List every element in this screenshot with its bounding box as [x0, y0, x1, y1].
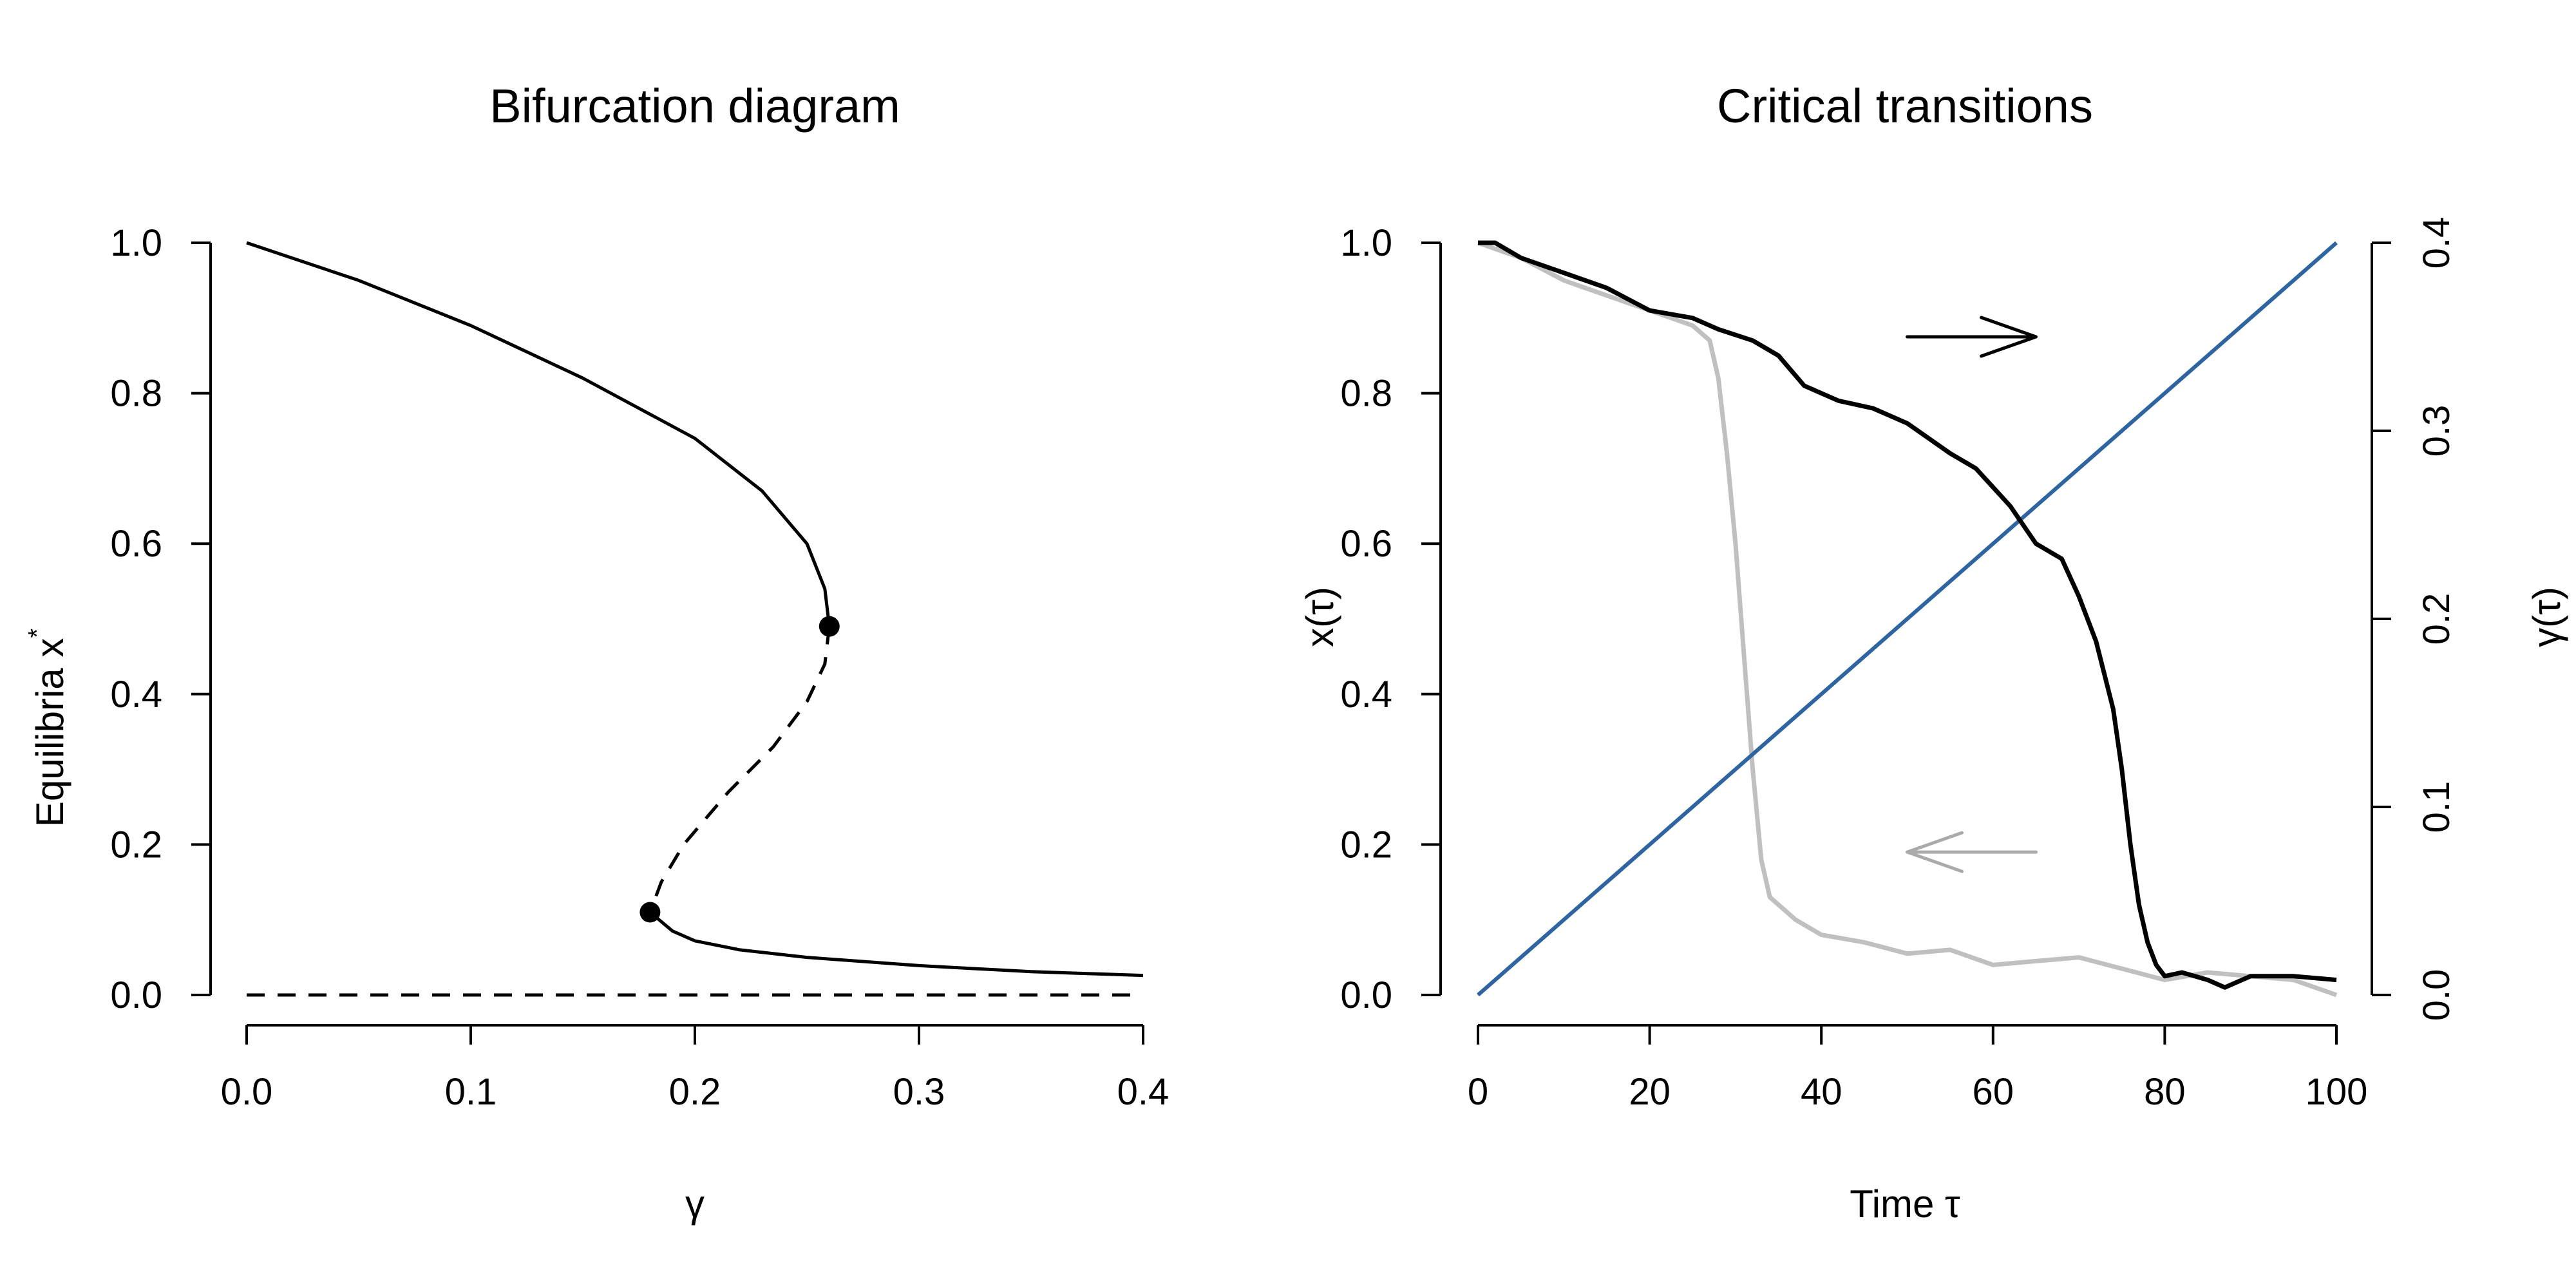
panel-title: Critical transitions	[1717, 79, 2093, 133]
y-right-tick-label: 0.4	[2416, 217, 2458, 269]
y-right-tick-label: 0.2	[2416, 593, 2458, 645]
fold-point	[639, 902, 661, 923]
x-axis: 0 20 40 60 80 100	[1468, 1024, 2368, 1113]
y-tick-label: 0.6	[1340, 523, 1392, 565]
y-tick-label: 0.8	[110, 373, 162, 415]
series-group	[1477, 240, 2338, 998]
annotations-group	[1906, 316, 2038, 873]
series-line-3	[649, 911, 1144, 978]
y-tick-label: 0.8	[1340, 373, 1392, 415]
y-axis-label: x(τ)	[1298, 587, 1341, 647]
x-axis-label: γ	[685, 1182, 705, 1226]
x-trajectory-grey	[1477, 240, 2338, 998]
x-tick-label: 0.4	[1117, 1071, 1170, 1113]
y-tick-label: 0.2	[110, 824, 162, 866]
y-tick-label: 1.0	[1340, 222, 1392, 264]
y-tick-label: 0.6	[110, 523, 162, 565]
x-trajectory-black	[1478, 240, 2337, 990]
x-tick-label: 0	[1468, 1071, 1488, 1113]
y-tick-label: 0.4	[110, 674, 162, 715]
series-group	[246, 241, 1144, 997]
series-line-1	[246, 241, 831, 627]
arrow-right	[1906, 316, 2038, 358]
x-tick-label: 0.1	[445, 1071, 497, 1113]
y-right-tick-label: 0.0	[2416, 969, 2458, 1021]
gamma-ramp-line	[1477, 241, 2338, 997]
arrow-left	[1906, 831, 2038, 873]
x-tick-label: 20	[1629, 1071, 1671, 1113]
x-tick-label: 0.0	[221, 1071, 273, 1113]
y-axis-label: Equilibria x*	[24, 629, 71, 827]
x-axis-label: Time τ	[1850, 1182, 1960, 1226]
y-axis-right: 0.0 0.1 0.2 0.3 0.4	[2371, 217, 2458, 1021]
series-line-2	[649, 626, 831, 913]
y-axis: 0.0 0.2 0.4 0.6 0.8 1.0	[110, 222, 212, 1016]
x-tick-label: 80	[2144, 1071, 2186, 1113]
transitions-panel: Critical transitions 0.00.20.40.60.81.0 …	[1298, 79, 2568, 1226]
y-axis: 0.0 0.2 0.4 0.6 0.8 1.0	[1340, 222, 1442, 1016]
y-right-tick-label: 0.1	[2416, 781, 2458, 833]
y-tick-label: 0.2	[1340, 824, 1392, 866]
x-tick-label: 0.2	[669, 1071, 721, 1113]
y-axis-label-group: Equilibria x*	[24, 629, 71, 827]
y-tick-label: 0.0	[110, 974, 162, 1016]
x-tick-label: 0.3	[893, 1071, 945, 1113]
y-axis-right-label-group: γ(τ)	[2525, 587, 2568, 647]
points-group	[639, 616, 840, 923]
panel-title: Bifurcation diagram	[489, 79, 900, 133]
y-axis-label-group: x(τ)	[1298, 587, 1341, 647]
x-tick-label: 40	[1801, 1071, 1842, 1113]
bifurcation-panel: Bifurcation diagram 0.0 0.2 0.4 0.6 0.8 1.0 0…	[24, 79, 1169, 1226]
y-axis-right-label: γ(τ)	[2525, 587, 2568, 647]
y-tick-label: 0.4	[1340, 674, 1392, 715]
x-tick-label: 100	[2306, 1071, 2368, 1113]
y-tick-label: 1.0	[110, 222, 162, 264]
y-right-tick-label: 0.3	[2416, 405, 2458, 457]
y-tick-label: 0.0	[1340, 974, 1392, 1016]
fold-point	[819, 616, 840, 637]
x-axis: 0.0 0.1 0.2 0.3 0.4	[221, 1024, 1170, 1113]
x-tick-label: 60	[1973, 1071, 2014, 1113]
